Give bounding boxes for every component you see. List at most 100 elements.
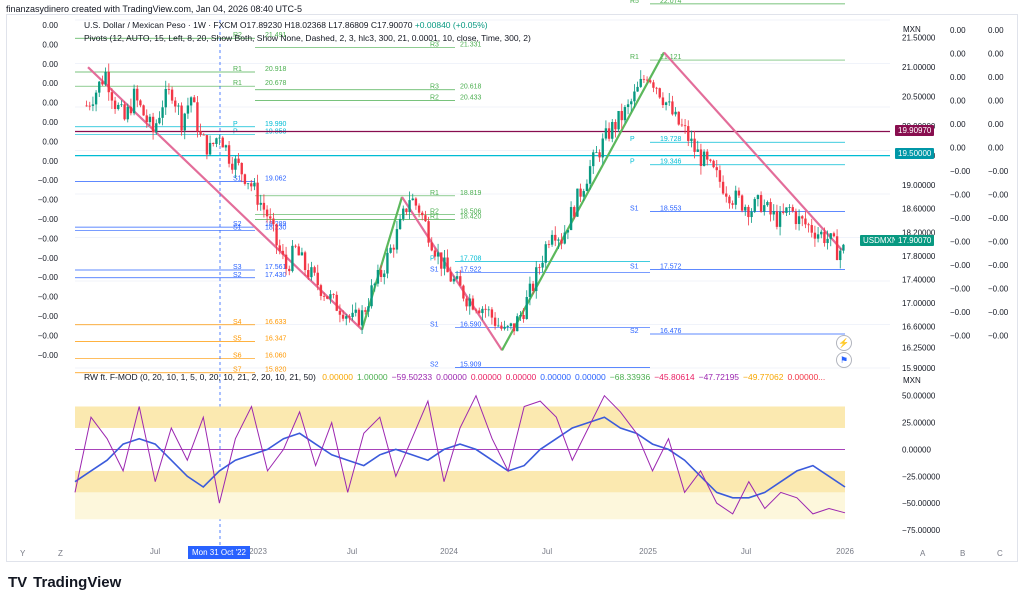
pivot-value: 20.433 — [460, 95, 482, 102]
candle-body — [794, 211, 798, 225]
tradingview-logo[interactable]: TV TradingView — [8, 574, 121, 591]
candle-body — [459, 276, 462, 286]
candle-body — [766, 202, 769, 206]
candle-body — [718, 170, 722, 182]
candle-body — [291, 245, 294, 272]
candle-body — [522, 314, 525, 319]
candle-body — [148, 116, 152, 123]
candle-body — [300, 252, 304, 256]
candle-body — [284, 254, 288, 269]
candle-body — [661, 97, 665, 106]
candle-body — [421, 212, 424, 216]
pivot-value: 19.990 — [265, 121, 287, 128]
pivot-value: 17.708 — [460, 255, 482, 262]
right-axis-label-a: −0.00 — [950, 214, 971, 223]
left-axis-label: 0.00 — [42, 21, 58, 30]
corner-z[interactable]: Z — [58, 549, 63, 558]
candle-body — [326, 296, 329, 299]
candle-body — [218, 137, 221, 139]
pair-badge: USDMXN — [860, 235, 901, 246]
candle-body — [275, 224, 278, 246]
candle-body — [370, 285, 373, 307]
candle-body — [250, 183, 253, 187]
corner-a[interactable]: A — [920, 549, 926, 558]
candle-body — [278, 245, 281, 251]
crosshair-date-label: Mon 31 Oct '22 — [188, 546, 250, 559]
left-axis-label: 0.00 — [42, 157, 58, 166]
candle-body — [208, 142, 212, 155]
candle-body — [158, 117, 161, 124]
symbol-info: U.S. Dollar / Mexican Peso · 1W · FXCM O… — [84, 20, 488, 30]
pivot-label: R1 — [630, 54, 639, 61]
candle-body — [142, 105, 145, 116]
left-axis-label: 0.00 — [42, 79, 58, 88]
lightning-icon[interactable]: ⚡ — [836, 335, 852, 351]
candle-body — [585, 183, 589, 192]
candle-body — [297, 246, 300, 256]
level-badge-1: 19.90970 — [895, 125, 935, 136]
trend-line-down-3 — [663, 51, 843, 251]
pivot-label: R1 — [430, 213, 439, 220]
candle-body — [763, 205, 766, 212]
candle-body — [756, 195, 760, 200]
price-tick-label: 18.60000 — [902, 205, 936, 214]
pivot-label: P — [233, 121, 238, 128]
candle-body — [620, 110, 623, 121]
ohlc-open: O17.89230 — [239, 20, 282, 30]
candle-body — [623, 107, 627, 121]
candle-body — [566, 230, 570, 233]
candle-body — [243, 174, 247, 184]
candle-body — [411, 198, 414, 201]
candle-body — [639, 78, 642, 87]
pivot-value: 17.522 — [460, 266, 482, 273]
corner-c[interactable]: C — [997, 549, 1003, 558]
candle-body — [405, 208, 408, 213]
candle-body — [769, 202, 772, 215]
candle-body — [715, 167, 718, 171]
candle-body — [512, 323, 516, 332]
right-axis-label-a: −0.00 — [950, 285, 971, 294]
chart-credit: finanzasydinero created with TradingView… — [6, 4, 303, 14]
candle-body — [721, 181, 725, 194]
candle-body — [88, 105, 91, 107]
right-axis-label-a: −0.00 — [950, 261, 971, 270]
candle-body — [196, 102, 199, 132]
right-axis-label-b: 0.00 — [988, 26, 1004, 35]
candle-body — [725, 193, 728, 197]
candle-body — [797, 216, 801, 225]
candle-body — [269, 216, 272, 219]
candle-body — [443, 257, 446, 269]
flag-icon[interactable]: ⚑ — [836, 352, 852, 368]
candle-body — [668, 101, 671, 103]
corner-b[interactable]: B — [960, 549, 966, 558]
indicator-currency-label: MXN — [903, 376, 921, 385]
candle-body — [500, 325, 503, 329]
pivot-label: S2 — [630, 328, 639, 335]
pivot-label: R1 — [430, 190, 439, 197]
price-tick-label: 21.00000 — [902, 63, 936, 72]
pivot-value: 20.918 — [265, 66, 287, 73]
candle-body — [402, 208, 405, 219]
candle-body — [376, 269, 380, 284]
candle-body — [452, 278, 456, 282]
candle-body — [170, 89, 174, 101]
candle-body — [129, 106, 133, 114]
right-axis-label-b: −0.00 — [988, 261, 1009, 270]
price-tick-label: 19.00000 — [902, 181, 936, 190]
candle-body — [772, 211, 775, 215]
candle-body — [379, 269, 383, 278]
time-tick-label: 2023 — [249, 547, 267, 556]
candle-body — [490, 309, 494, 318]
candle-body — [493, 317, 497, 326]
pivots-legend[interactable]: Pivots (12, AUTO, 15, Left, 8, 20, Show … — [84, 33, 531, 43]
corner-y[interactable]: Y — [20, 549, 26, 558]
candle-body — [791, 207, 794, 212]
indicator-name: RW ft. F-MOD (0, 20, 10, 1, 5, 0, 20, 10… — [84, 372, 316, 382]
candle-body — [747, 206, 750, 218]
indicator-legend[interactable]: RW ft. F-MOD (0, 20, 10, 1, 5, 0, 20, 10… — [84, 372, 829, 382]
candle-body — [389, 247, 392, 253]
pivot-label: P — [630, 136, 635, 143]
candle-body — [541, 262, 544, 268]
candle-body — [357, 309, 361, 326]
